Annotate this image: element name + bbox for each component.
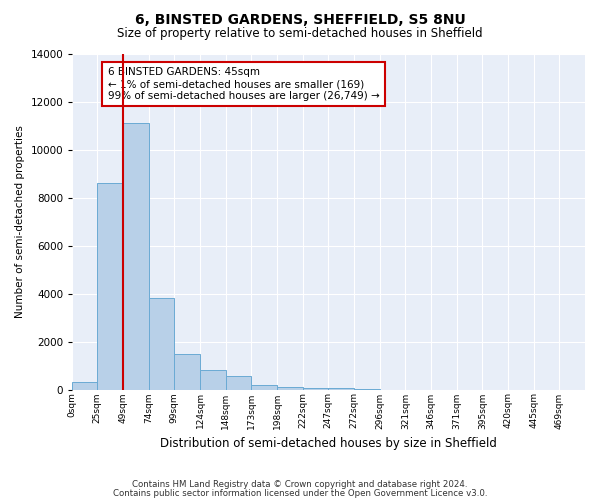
Text: 6 BINSTED GARDENS: 45sqm
← 1% of semi-detached houses are smaller (169)
99% of s: 6 BINSTED GARDENS: 45sqm ← 1% of semi-de…: [107, 68, 379, 100]
Bar: [123, 124, 149, 390]
Text: 6, BINSTED GARDENS, SHEFFIELD, S5 8NU: 6, BINSTED GARDENS, SHEFFIELD, S5 8NU: [134, 12, 466, 26]
Text: Contains HM Land Registry data © Crown copyright and database right 2024.: Contains HM Land Registry data © Crown c…: [132, 480, 468, 489]
Bar: [175, 354, 200, 390]
Bar: [354, 389, 380, 390]
X-axis label: Distribution of semi-detached houses by size in Sheffield: Distribution of semi-detached houses by …: [160, 437, 497, 450]
Bar: [97, 184, 123, 390]
Bar: [328, 388, 354, 390]
Text: Size of property relative to semi-detached houses in Sheffield: Size of property relative to semi-detach…: [117, 28, 483, 40]
Text: Contains public sector information licensed under the Open Government Licence v3: Contains public sector information licen…: [113, 488, 487, 498]
Bar: [149, 298, 175, 390]
Y-axis label: Number of semi-detached properties: Number of semi-detached properties: [15, 126, 25, 318]
Bar: [251, 386, 277, 390]
Bar: [226, 376, 251, 390]
Bar: [200, 370, 226, 390]
Bar: [277, 386, 302, 390]
Bar: [302, 388, 328, 390]
Bar: [71, 382, 97, 390]
